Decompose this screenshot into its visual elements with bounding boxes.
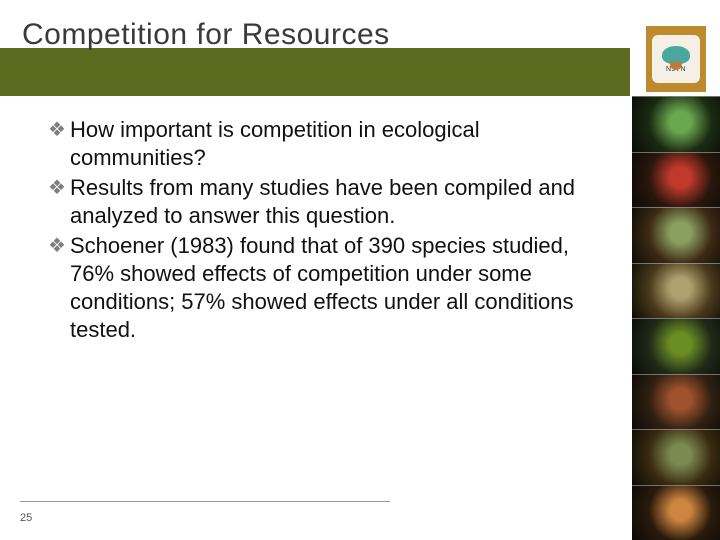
bullet-text: Schoener (1983) found that of 390 specie…	[70, 232, 608, 344]
photo-thumbnail	[632, 485, 720, 540]
content-area: ❖How important is competition in ecologi…	[48, 116, 608, 346]
bullet-item: ❖How important is competition in ecologi…	[48, 116, 608, 172]
photo-strip	[632, 96, 720, 540]
photo-thumbnail	[632, 152, 720, 208]
page-number: 25	[20, 512, 32, 524]
footer-divider	[20, 501, 390, 502]
bullet-item: ❖Results from many studies have been com…	[48, 174, 608, 230]
diamond-bullet-icon: ❖	[48, 116, 70, 144]
logo-badge: NJTN	[644, 24, 708, 94]
bullet-text: How important is competition in ecologic…	[70, 116, 608, 172]
slide-title: Competition for Resources	[22, 18, 390, 52]
photo-thumbnail	[632, 374, 720, 430]
slide: Competition for Resources NJTN ❖How impo…	[0, 0, 720, 540]
bullet-item: ❖Schoener (1983) found that of 390 speci…	[48, 232, 608, 344]
photo-thumbnail	[632, 96, 720, 152]
bird-icon	[662, 46, 690, 64]
diamond-bullet-icon: ❖	[48, 174, 70, 202]
diamond-bullet-icon: ❖	[48, 232, 70, 260]
bullet-text: Results from many studies have been comp…	[70, 174, 608, 230]
photo-thumbnail	[632, 207, 720, 263]
photo-thumbnail	[632, 263, 720, 319]
logo-inner: NJTN	[652, 35, 700, 83]
title-band	[0, 48, 630, 96]
photo-thumbnail	[632, 429, 720, 485]
photo-thumbnail	[632, 318, 720, 374]
